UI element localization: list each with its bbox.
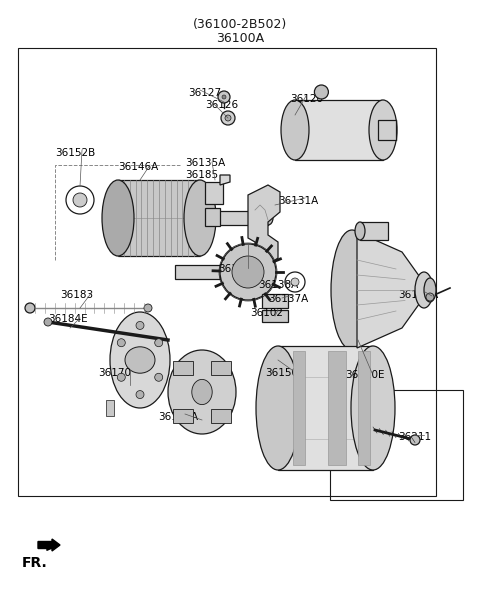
Bar xyxy=(118,180,200,256)
Text: 36100A: 36100A xyxy=(216,32,264,45)
Bar xyxy=(106,400,114,416)
Text: 36127: 36127 xyxy=(188,88,221,98)
Ellipse shape xyxy=(102,180,134,256)
Polygon shape xyxy=(357,232,422,348)
Ellipse shape xyxy=(351,346,395,470)
Circle shape xyxy=(314,85,328,99)
Bar xyxy=(211,361,231,375)
Text: 36183: 36183 xyxy=(60,290,93,300)
Bar xyxy=(173,361,193,375)
Text: 36126: 36126 xyxy=(205,100,238,110)
Ellipse shape xyxy=(168,350,236,434)
Bar xyxy=(205,182,223,204)
Text: 36117A: 36117A xyxy=(398,290,438,300)
Text: 36131A: 36131A xyxy=(278,196,318,206)
Circle shape xyxy=(291,278,299,286)
Circle shape xyxy=(225,115,231,121)
Text: 36145: 36145 xyxy=(218,264,251,274)
Circle shape xyxy=(221,111,235,125)
Text: 36184E: 36184E xyxy=(48,314,88,324)
Bar xyxy=(330,390,463,500)
Bar xyxy=(173,409,193,423)
Ellipse shape xyxy=(192,379,212,405)
Ellipse shape xyxy=(369,100,397,160)
Bar xyxy=(262,310,288,322)
Circle shape xyxy=(117,373,125,381)
Circle shape xyxy=(117,339,125,347)
Circle shape xyxy=(218,91,230,103)
Bar xyxy=(293,351,305,465)
Circle shape xyxy=(410,435,420,445)
Bar xyxy=(205,208,220,226)
Bar xyxy=(295,100,383,160)
Circle shape xyxy=(155,339,163,347)
Ellipse shape xyxy=(110,312,170,408)
Ellipse shape xyxy=(331,230,373,350)
Circle shape xyxy=(73,193,87,207)
Bar xyxy=(175,265,220,279)
Bar xyxy=(262,294,288,308)
Bar xyxy=(18,48,436,496)
Ellipse shape xyxy=(125,347,155,373)
Text: 36102: 36102 xyxy=(250,308,283,318)
Text: (36100-2B502): (36100-2B502) xyxy=(193,18,287,31)
Bar xyxy=(211,409,231,423)
Text: 36211: 36211 xyxy=(398,432,431,442)
Ellipse shape xyxy=(256,346,300,470)
Text: 36120: 36120 xyxy=(290,94,323,104)
Ellipse shape xyxy=(355,222,365,240)
Circle shape xyxy=(155,373,163,381)
Text: 36185: 36185 xyxy=(185,170,218,180)
FancyArrow shape xyxy=(38,539,60,551)
Bar xyxy=(328,351,346,465)
Text: 36110E: 36110E xyxy=(345,370,384,380)
Bar xyxy=(378,120,396,140)
Bar xyxy=(278,346,373,470)
Text: 36146A: 36146A xyxy=(118,162,158,172)
Polygon shape xyxy=(220,175,230,185)
Bar xyxy=(216,211,268,225)
Text: 36135A: 36135A xyxy=(185,158,225,168)
Circle shape xyxy=(136,391,144,399)
Ellipse shape xyxy=(424,278,436,302)
Text: 36170: 36170 xyxy=(98,368,131,378)
Text: 36137A: 36137A xyxy=(268,294,308,304)
Circle shape xyxy=(136,321,144,329)
Ellipse shape xyxy=(263,211,273,225)
Circle shape xyxy=(232,256,264,288)
Text: 36152B: 36152B xyxy=(55,148,95,158)
Circle shape xyxy=(220,244,276,300)
Text: 36150: 36150 xyxy=(265,368,298,378)
Circle shape xyxy=(426,293,434,301)
Bar xyxy=(360,222,388,240)
Bar xyxy=(358,351,370,465)
Ellipse shape xyxy=(184,180,216,256)
Circle shape xyxy=(144,304,152,312)
Circle shape xyxy=(25,303,35,313)
Text: 36170A: 36170A xyxy=(158,412,198,422)
Polygon shape xyxy=(248,185,280,265)
Ellipse shape xyxy=(415,272,433,308)
Circle shape xyxy=(222,95,226,99)
Circle shape xyxy=(44,318,52,326)
Text: 36138A: 36138A xyxy=(258,280,298,290)
Ellipse shape xyxy=(281,100,309,160)
Text: FR.: FR. xyxy=(22,556,48,570)
